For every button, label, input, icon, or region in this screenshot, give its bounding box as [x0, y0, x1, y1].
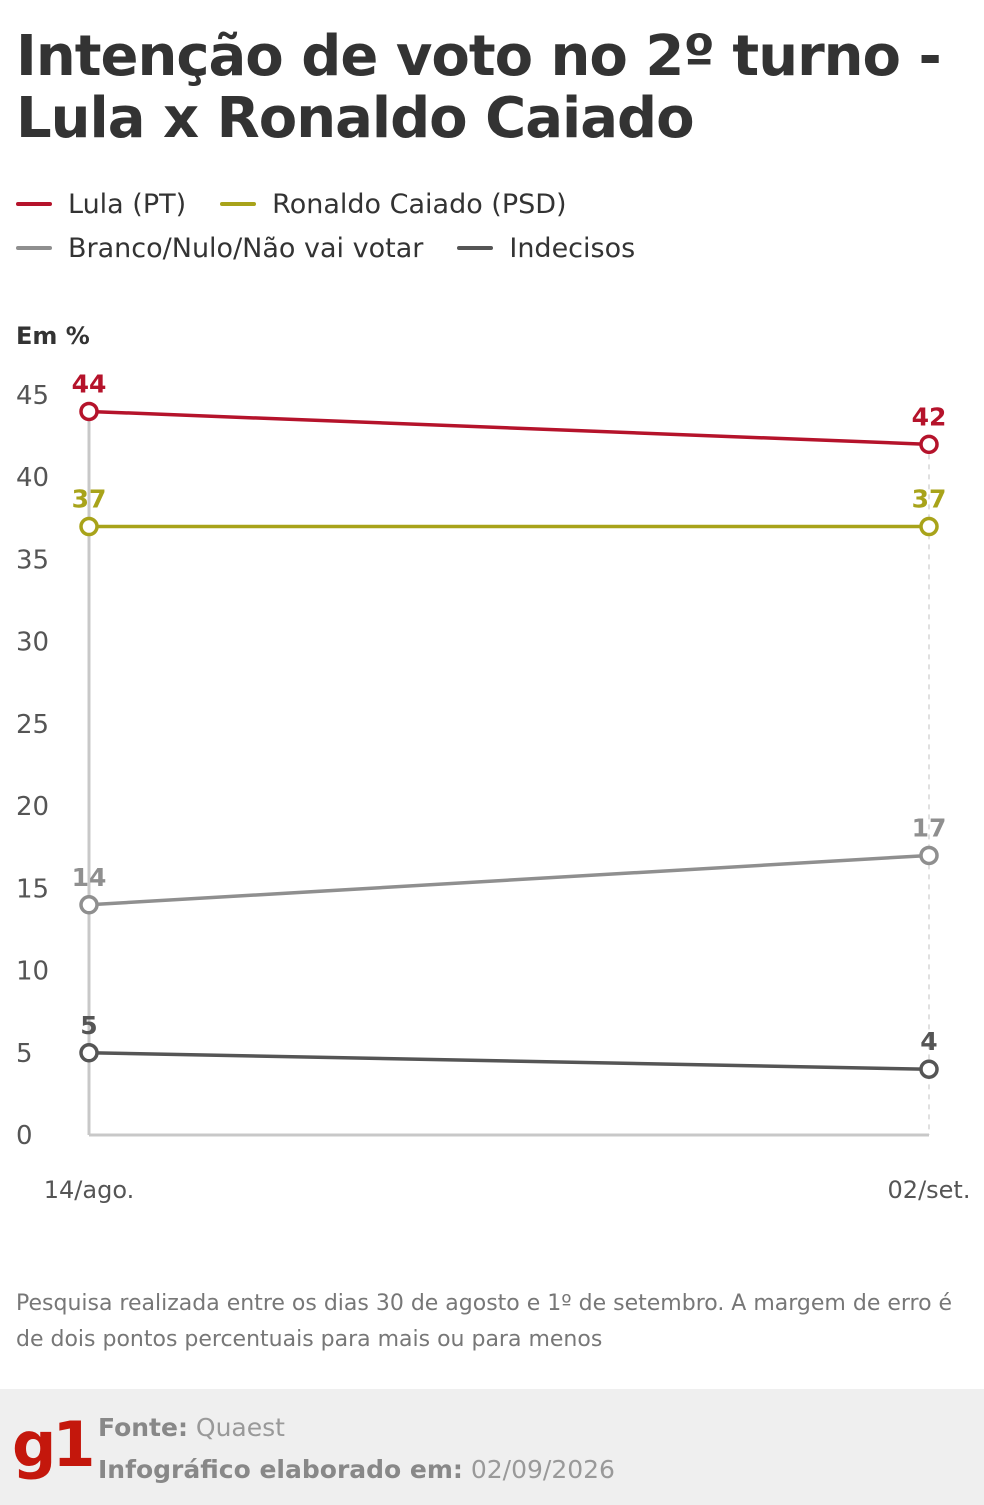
legend-row-1: Lula (PT) Ronaldo Caiado (PSD) — [16, 182, 966, 226]
data-label-2-1: 17 — [912, 813, 947, 842]
y-tick-label-10: 10 — [16, 957, 49, 987]
source-value: Quaest — [195, 1413, 285, 1442]
legend-label-indecisos: Indecisos — [509, 232, 636, 264]
legend-swatch-branco-nulo — [16, 246, 52, 250]
data-label-3-1: 4 — [920, 1027, 937, 1056]
series-line-2 — [88, 853, 930, 907]
data-point-0-1 — [919, 434, 939, 455]
data-point-1-1 — [919, 516, 939, 537]
title-line-2: Lula x Ronaldo Caiado — [16, 86, 695, 151]
legend-swatch-lula — [16, 202, 52, 206]
data-label-1-1: 37 — [912, 485, 947, 514]
source-line: Fonte: Quaest — [98, 1407, 615, 1449]
data-point-0-0 — [79, 401, 99, 422]
data-label-0-0: 44 — [72, 369, 107, 398]
data-label-0-1: 42 — [912, 402, 947, 431]
data-label-2-0: 14 — [72, 863, 107, 892]
y-tick-label-15: 15 — [16, 874, 49, 904]
chart-title: Intenção de voto no 2º turno - Lula x Ro… — [16, 26, 966, 150]
legend-label-caiado: Ronaldo Caiado (PSD) — [272, 188, 567, 220]
footer-text: Fonte: Quaest Infográfico elaborado em: … — [98, 1407, 615, 1491]
date-line: Infográfico elaborado em: 02/09/2026 — [98, 1449, 615, 1491]
legend-item-indecisos: Indecisos — [457, 233, 635, 264]
x-tick-label-0: 14/ago. — [44, 1176, 134, 1204]
y-tick-label-25: 25 — [16, 710, 49, 740]
date-value: 02/09/2026 — [470, 1455, 615, 1484]
y-tick-label-5: 5 — [16, 1039, 33, 1069]
methodology-note: Pesquisa realizada entre os dias 30 de a… — [16, 1291, 953, 1352]
y-tick-label-0: 0 — [16, 1121, 33, 1151]
legend-row-2: Branco/Nulo/Não vai votar Indecisos — [16, 226, 966, 270]
data-point-2-1 — [919, 845, 939, 866]
title-line-1: Intenção de voto no 2º turno - — [16, 24, 942, 89]
x-tick-label-1: 02/set. — [888, 1176, 971, 1204]
y-tick-label-30: 30 — [16, 628, 49, 658]
legend-label-branco-nulo: Branco/Nulo/Não vai votar — [68, 232, 424, 264]
y-tick-label-35: 35 — [16, 545, 49, 575]
data-label-3-0: 5 — [80, 1011, 97, 1040]
data-point-3-1 — [919, 1059, 939, 1079]
series-line-3 — [88, 1051, 930, 1071]
data-point-2-0 — [79, 895, 99, 915]
data-point-1-0 — [79, 516, 99, 537]
y-tick-label-20: 20 — [16, 792, 49, 822]
footer: g1 Fonte: Quaest Infográfico elaborado e… — [0, 1389, 984, 1505]
date-label: Infográfico elaborado em: — [98, 1455, 463, 1484]
legend-item-lula: Lula (PT) — [16, 189, 186, 220]
y-tick-label-40: 40 — [16, 463, 49, 493]
legend-label-lula: Lula (PT) — [68, 188, 187, 220]
source-label: Fonte: — [98, 1413, 188, 1442]
data-point-3-0 — [79, 1043, 99, 1063]
series-line-0 — [88, 409, 930, 447]
legend-swatch-indecisos — [457, 246, 494, 250]
y-axis-unit-label: Em % — [16, 322, 90, 350]
y-tick-label-45: 45 — [16, 381, 49, 411]
legend-item-caiado: Ronaldo Caiado (PSD) — [220, 188, 567, 220]
legend: Lula (PT) Ronaldo Caiado (PSD) Branco/Nu… — [16, 182, 966, 270]
g1-logo: g1 — [12, 1408, 96, 1481]
data-label-1-0: 37 — [72, 485, 107, 514]
legend-item-branco-nulo: Branco/Nulo/Não vai votar — [16, 233, 423, 264]
legend-swatch-caiado — [220, 202, 257, 206]
